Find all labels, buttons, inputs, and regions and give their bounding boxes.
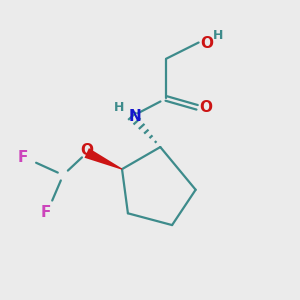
Polygon shape xyxy=(85,148,122,170)
Text: F: F xyxy=(40,205,51,220)
Text: O: O xyxy=(200,100,212,115)
Text: H: H xyxy=(212,29,223,42)
Text: N: N xyxy=(128,109,141,124)
Text: O: O xyxy=(200,37,213,52)
Text: O: O xyxy=(80,143,93,158)
Text: H: H xyxy=(114,101,124,114)
Text: F: F xyxy=(17,150,28,165)
